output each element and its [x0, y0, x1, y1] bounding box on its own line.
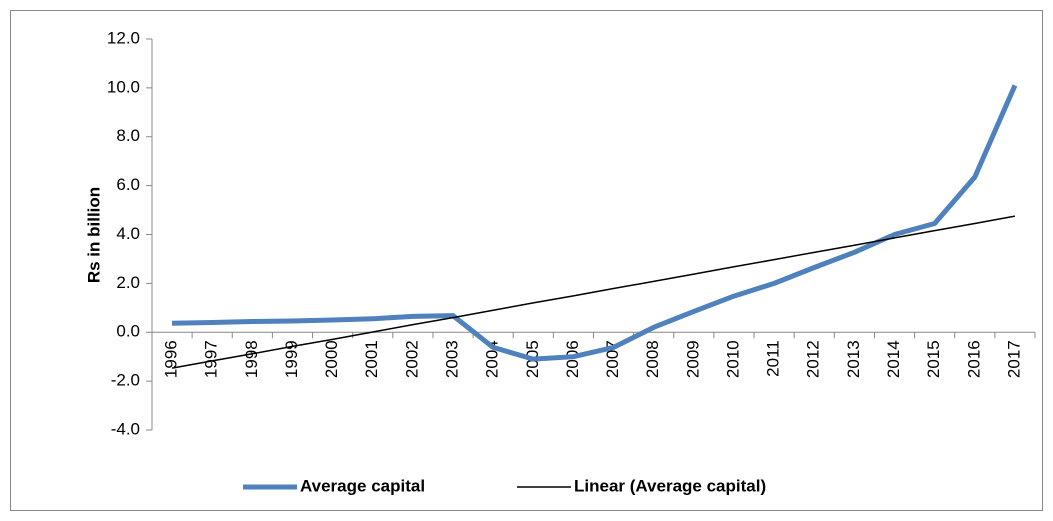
y-axis-title: Rs in billion	[84, 187, 103, 283]
x-tick-label: 1996	[162, 340, 181, 378]
x-tick-label: 1997	[202, 340, 221, 378]
x-tick-label: 2000	[322, 340, 341, 378]
legend-label: Linear (Average capital)	[574, 476, 766, 495]
legend-label: Average capital	[300, 476, 425, 495]
x-tick-label: 2015	[924, 340, 943, 378]
x-tick-label: 2010	[723, 340, 742, 378]
x-tick-label: 2011	[764, 340, 783, 377]
x-tick-label: 2016	[964, 340, 983, 378]
y-tick-label: -4.0	[111, 419, 140, 438]
x-tick-label: 2002	[402, 340, 421, 378]
y-tick-label: 10.0	[107, 77, 140, 96]
x-tick-label: 2009	[683, 340, 702, 378]
x-tick-label: 2012	[804, 340, 823, 378]
x-tick-label: 2001	[362, 340, 381, 378]
y-tick-label: 12.0	[107, 28, 140, 47]
y-tick-label: -2.0	[111, 371, 140, 390]
x-tick-label: 1998	[242, 340, 261, 378]
y-tick-label: 8.0	[116, 126, 140, 145]
x-tick-label: 2013	[844, 340, 863, 378]
chart-border	[10, 10, 1043, 511]
series-line	[171, 215, 1016, 369]
x-tick-label: 2014	[884, 340, 903, 378]
y-tick-label: 4.0	[116, 224, 140, 243]
y-tick-label: 6.0	[116, 175, 140, 194]
series-line	[172, 84, 1018, 362]
x-tick-label: 2003	[443, 340, 462, 378]
x-tick-label: 1999	[282, 340, 301, 378]
y-tick-label: 0.0	[116, 322, 140, 341]
x-tick-label: 2008	[643, 340, 662, 378]
y-tick-label: 2.0	[116, 273, 140, 292]
x-tick-label: 2017	[1004, 340, 1023, 378]
